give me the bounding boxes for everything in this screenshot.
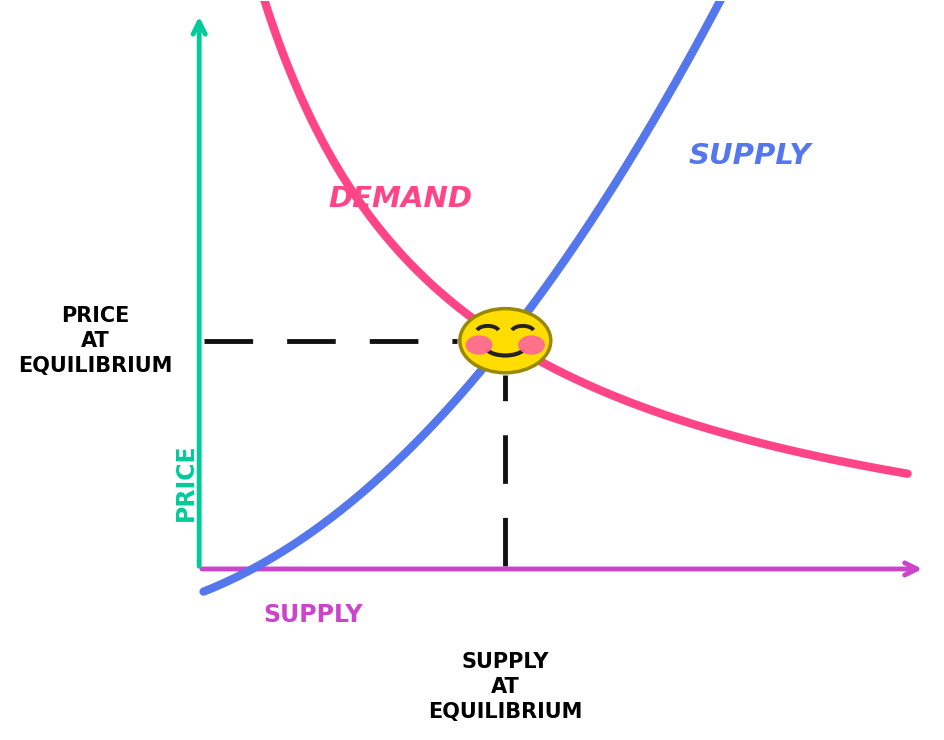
Text: DEMAND: DEMAND [329,185,472,213]
Text: SUPPLY: SUPPLY [263,603,362,628]
Text: PRICE
AT
EQUILIBRIUM: PRICE AT EQUILIBRIUM [19,306,173,375]
Circle shape [519,336,544,354]
Text: PRICE: PRICE [174,444,198,522]
Circle shape [460,309,550,373]
Circle shape [466,336,492,354]
Text: SUPPLY
AT
EQUILIBRIUM: SUPPLY AT EQUILIBRIUM [428,652,582,722]
Text: SUPPLY: SUPPLY [689,141,812,169]
